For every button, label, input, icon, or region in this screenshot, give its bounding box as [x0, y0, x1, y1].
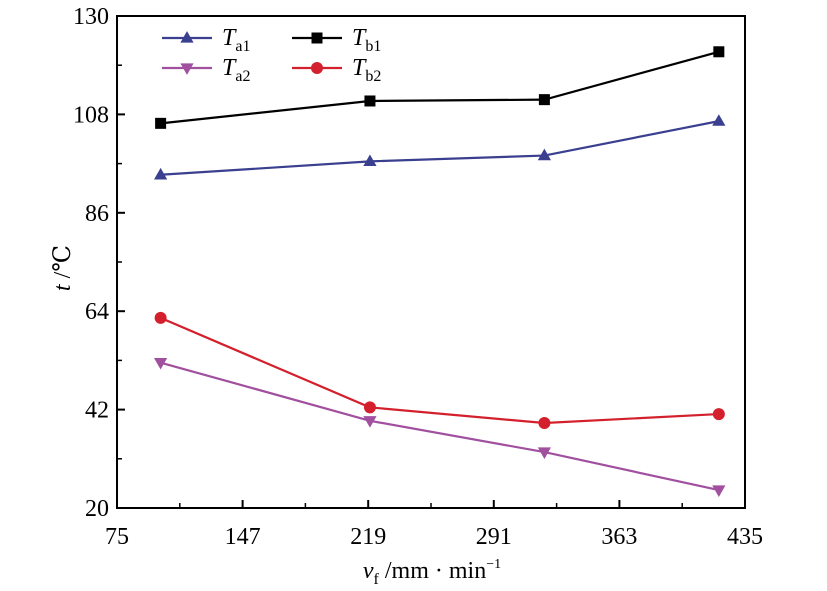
plot-frame: [116, 15, 746, 509]
legend-marker: [180, 63, 194, 75]
x-tick-label: 147: [225, 524, 261, 550]
series-line-Tb2: [160, 316, 719, 425]
y-axis-label-var: t: [50, 283, 76, 291]
legend-label-main: T: [222, 55, 237, 81]
series-line-Ta2: [160, 361, 720, 492]
series-layer: [154, 46, 726, 497]
x-axis-label: vf /mm · min−1: [363, 557, 501, 588]
x-tick-label: 363: [601, 524, 637, 550]
y-tick-label: 130: [73, 4, 109, 30]
x-tick-label: 435: [727, 524, 763, 550]
legend-label: Tb1: [352, 25, 381, 55]
data-point-Tb2: [154, 311, 167, 324]
data-point-Ta1: [712, 114, 726, 126]
x-axis-label-unit: /mm · min: [379, 558, 486, 584]
data-point-Ta2: [363, 416, 377, 428]
data-point-Tb1: [713, 46, 725, 58]
data-point-Tb2: [363, 401, 376, 414]
series-line-Tb1: [160, 50, 720, 125]
data-point-Ta1: [154, 167, 168, 180]
legend-label-sub: b2: [365, 68, 381, 85]
data-point-Tb2: [712, 408, 725, 421]
series-Ta2: [154, 357, 726, 497]
x-tick-label: 291: [476, 524, 512, 550]
y-axis-label: t /℃: [50, 245, 76, 291]
legend-item-Ta1: Ta1: [162, 25, 250, 55]
x-axis-ticks: 75 147 219 291 363 435: [105, 500, 763, 550]
legend-label-main: T: [352, 25, 367, 51]
series-Tb1: [155, 46, 725, 129]
y-tick-label: 108: [73, 102, 109, 128]
data-point-Ta2: [537, 447, 551, 459]
legend-label-sub: b1: [365, 38, 381, 55]
legend-item-Tb1: Tb1: [292, 25, 381, 55]
y-tick-label: 20: [85, 496, 109, 522]
data-point-Tb1: [364, 95, 376, 107]
data-point-Ta2: [154, 357, 168, 370]
legend-item-Tb2: Tb2: [292, 55, 381, 85]
y-axis-label-unit: /℃: [50, 245, 76, 285]
legend-label: Ta1: [222, 25, 250, 55]
legend-marker: [311, 32, 323, 44]
data-point-Ta2: [712, 485, 726, 497]
x-tick-label: 75: [105, 524, 129, 550]
x-tick-label: 219: [350, 524, 386, 550]
legend-label-main: T: [222, 25, 237, 51]
data-point-Tb2: [538, 417, 551, 430]
y-tick-label: 64: [85, 299, 109, 325]
y-tick-label: 86: [85, 201, 109, 227]
legend-label-sub: a1: [235, 38, 250, 55]
x-axis-label-sub: f: [374, 571, 380, 588]
series-Tb2: [154, 311, 725, 430]
series-Ta1: [154, 114, 726, 180]
y-axis-ticks: 20 42 64 86 108 130: [73, 4, 125, 522]
y-tick-label: 42: [85, 398, 109, 424]
data-point-Ta1: [363, 154, 377, 167]
legend-marker: [311, 62, 323, 74]
series-line-Ta1: [160, 120, 720, 176]
legend-item-Ta2: Ta2: [162, 55, 250, 85]
legend-label-main: T: [352, 55, 367, 81]
legend-marker: [180, 31, 194, 43]
x-axis-label-var: v: [363, 558, 374, 584]
data-point-Tb1: [538, 94, 550, 106]
legend-label: Tb2: [352, 55, 381, 85]
data-point-Tb1: [155, 117, 167, 129]
legend-label-sub: a2: [235, 68, 250, 85]
data-point-Ta1: [537, 148, 551, 161]
legend-label: Ta2: [222, 55, 250, 85]
x-axis-label-sup: −1: [486, 557, 501, 572]
